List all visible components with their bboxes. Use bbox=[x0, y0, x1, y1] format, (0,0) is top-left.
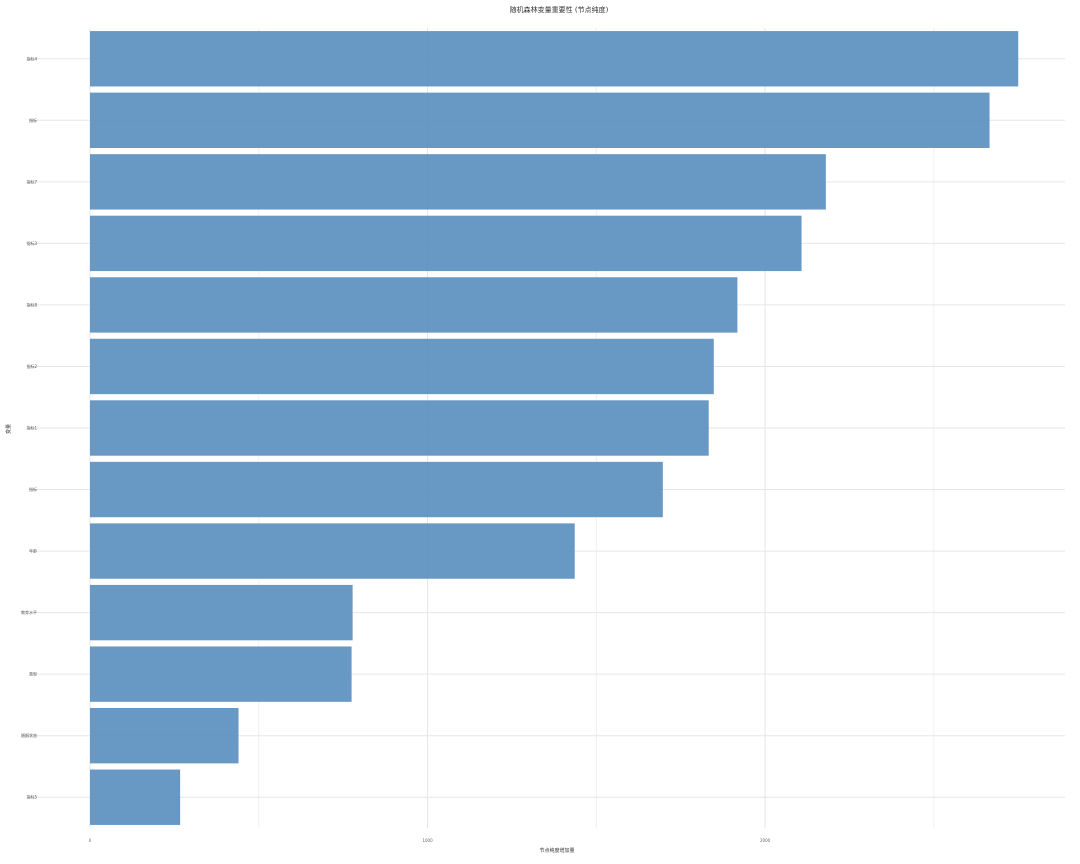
x-tick-label: 1000 bbox=[422, 838, 433, 843]
category-label: 指标 bbox=[29, 117, 37, 123]
category-label: 指标1 bbox=[26, 425, 37, 431]
x-tick-label: 0 bbox=[89, 838, 92, 843]
category-label: 指标7 bbox=[26, 178, 37, 184]
category-label: 指标4 bbox=[26, 55, 37, 61]
x-tick-labels: 0 1000 2000 bbox=[89, 838, 771, 843]
bar bbox=[90, 461, 663, 518]
bar bbox=[90, 646, 352, 702]
bar bbox=[90, 277, 738, 333]
bars bbox=[90, 31, 1019, 825]
category-label: 类型 bbox=[29, 671, 37, 677]
bar bbox=[90, 523, 575, 579]
category-label: 指标2 bbox=[26, 363, 37, 369]
bar bbox=[90, 400, 709, 456]
bar bbox=[90, 92, 990, 148]
bar bbox=[90, 708, 239, 764]
category-label: 指标3 bbox=[26, 240, 37, 246]
category-label: 年龄 bbox=[29, 548, 37, 554]
category-label: 婚姻状态 bbox=[21, 732, 37, 738]
x-axis-title: 节点纯度增加量 bbox=[539, 847, 574, 854]
category-label: 教育水平 bbox=[21, 609, 37, 615]
bar bbox=[90, 769, 181, 825]
chart-title: 随机森林变量重要性 (节点纯度) bbox=[510, 5, 609, 14]
bar bbox=[90, 584, 353, 641]
bar bbox=[90, 215, 802, 272]
x-tick-label: 2000 bbox=[760, 838, 771, 843]
bar bbox=[90, 154, 826, 210]
category-label: 指标5 bbox=[26, 794, 37, 800]
y-axis-title: 变量 bbox=[5, 424, 12, 434]
bar bbox=[90, 31, 1019, 87]
bar bbox=[90, 338, 714, 395]
category-label: 指标8 bbox=[26, 301, 37, 307]
category-label: 指标 bbox=[29, 486, 37, 492]
